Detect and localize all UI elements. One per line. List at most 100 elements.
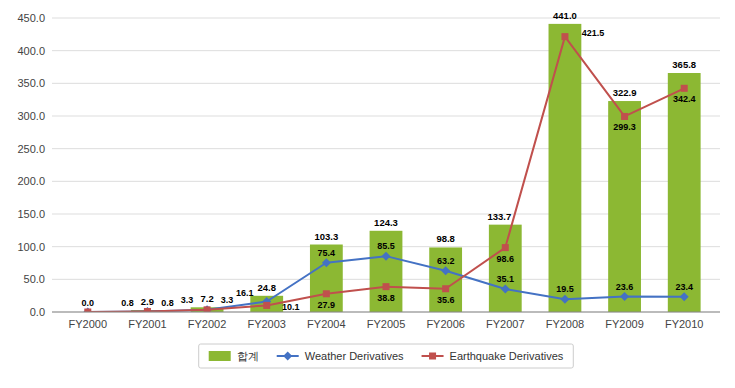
- data-label: 35.1: [497, 274, 515, 284]
- legend: 합계 Weather Derivatives Earthquake Derivati…: [199, 344, 574, 368]
- x-tick-label: FY2007: [486, 318, 525, 330]
- line: [88, 256, 684, 312]
- marker: [501, 285, 510, 294]
- legend-items: 합계 Weather Derivatives Earthquake Derivati…: [209, 350, 564, 362]
- bar: [549, 24, 582, 312]
- data-label: 0.8: [121, 298, 134, 308]
- y-tick-label: 250.0: [17, 143, 45, 155]
- legend-swatch: [209, 351, 231, 361]
- marker: [620, 292, 629, 301]
- data-label: 0.8: [161, 298, 174, 308]
- data-label: 75.4: [318, 248, 336, 258]
- marker: [83, 308, 92, 313]
- x-tick-label: FY2002: [188, 318, 227, 330]
- data-label: 124.3: [374, 217, 398, 228]
- data-label: 441.0: [553, 10, 577, 21]
- legend-marker: [283, 352, 292, 361]
- data-label: 16.1: [236, 288, 254, 298]
- data-label: 322.9: [613, 87, 637, 98]
- bar: [608, 101, 641, 312]
- x-tick-label: FY2006: [426, 318, 465, 330]
- y-tick-label: 150.0: [17, 208, 45, 220]
- y-tick-label: 0.0: [30, 306, 45, 318]
- data-label: 35.6: [437, 295, 455, 305]
- bar: [370, 231, 403, 312]
- y-tick-label: 400.0: [17, 45, 45, 57]
- legend-item: Earthquake Derivatives: [422, 350, 564, 362]
- marker: [560, 295, 569, 304]
- marks: [83, 24, 700, 312]
- bar: [310, 245, 343, 312]
- data-label: 103.3: [314, 231, 338, 242]
- data-label: 85.5: [377, 241, 395, 251]
- legend-box: [199, 344, 574, 368]
- data-label: 3.3: [181, 295, 194, 305]
- bar: [489, 225, 522, 312]
- marker: [383, 283, 390, 290]
- x-tick-label: FY2008: [546, 318, 585, 330]
- x-tick-label: FY2009: [605, 318, 644, 330]
- data-label: 98.8: [436, 233, 455, 244]
- marker: [144, 308, 151, 312]
- y-tick-label: 350.0: [17, 77, 45, 89]
- marker: [84, 309, 91, 313]
- data-label: 19.5: [556, 284, 574, 294]
- legend-marker: [429, 353, 436, 360]
- y-tick-label: 450.0: [17, 12, 45, 24]
- data-label: 299.3: [613, 122, 636, 132]
- x-tick-label: FY2003: [247, 318, 286, 330]
- y-tick-label: 200.0: [17, 175, 45, 187]
- legend-label: Earthquake Derivatives: [450, 350, 564, 362]
- data-label: 10.1: [282, 302, 300, 312]
- data-label: 421.5: [582, 28, 605, 38]
- marker: [322, 258, 331, 267]
- data-label: 3.3: [221, 295, 234, 305]
- grid-line: [52, 50, 720, 51]
- legend-label: Weather Derivatives: [305, 350, 404, 362]
- marker: [442, 285, 449, 292]
- data-label: 63.2: [437, 256, 455, 266]
- marker: [561, 33, 568, 40]
- y-tick-label: 300.0: [17, 110, 45, 122]
- line: [88, 37, 684, 312]
- marker: [441, 266, 450, 275]
- legend-label: 합계: [237, 350, 259, 362]
- bar: [668, 73, 701, 312]
- legend-item: Weather Derivatives: [277, 350, 404, 362]
- data-labels: 2.9 7.2 24.8 103.3 124.3 98.8 133.7 441.0 322.9 3…: [82, 10, 697, 313]
- x-tick-label: FY2005: [367, 318, 406, 330]
- marker: [621, 113, 628, 120]
- marker: [143, 307, 152, 312]
- marker: [680, 292, 689, 301]
- data-label: 38.8: [377, 293, 395, 303]
- marker: [204, 306, 211, 312]
- grid-line: [52, 83, 720, 84]
- data-label: 23.4: [675, 282, 693, 292]
- x-tick-label: FY2004: [307, 318, 346, 330]
- marker: [382, 252, 391, 261]
- chart: 0.0 50.0 100.0 150.0 200.0 250.0 300.0 350.0 400…: [0, 0, 735, 388]
- legend-item: 합계: [209, 350, 259, 362]
- marker: [323, 290, 330, 297]
- x-tick-label: FY2010: [665, 318, 704, 330]
- grid-line: [52, 18, 720, 19]
- x-axis-line: [52, 312, 720, 313]
- y-axis: 0.0 50.0 100.0 150.0 200.0 250.0 300.0 350.0 400…: [17, 12, 720, 318]
- y-tick-label: 50.0: [24, 273, 45, 285]
- marker: [502, 244, 509, 251]
- grid-line: [52, 312, 720, 313]
- data-label: 7.2: [200, 293, 213, 304]
- data-label: 342.4: [673, 94, 696, 104]
- data-label: 24.8: [257, 282, 276, 293]
- x-axis: FY2000 FY2001 FY2002 FY2003 FY2004 FY2005 FY20…: [69, 318, 704, 330]
- data-label: 0.0: [82, 298, 95, 308]
- marker: [263, 302, 270, 309]
- data-label: 133.7: [487, 211, 511, 222]
- y-tick-label: 100.0: [17, 241, 45, 253]
- data-label: 365.8: [672, 59, 696, 70]
- data-label: 27.9: [318, 300, 336, 310]
- x-tick-label: FY2001: [128, 318, 167, 330]
- x-tick-label: FY2000: [69, 318, 108, 330]
- data-label: 2.9: [141, 296, 154, 307]
- data-label: 98.6: [497, 254, 515, 264]
